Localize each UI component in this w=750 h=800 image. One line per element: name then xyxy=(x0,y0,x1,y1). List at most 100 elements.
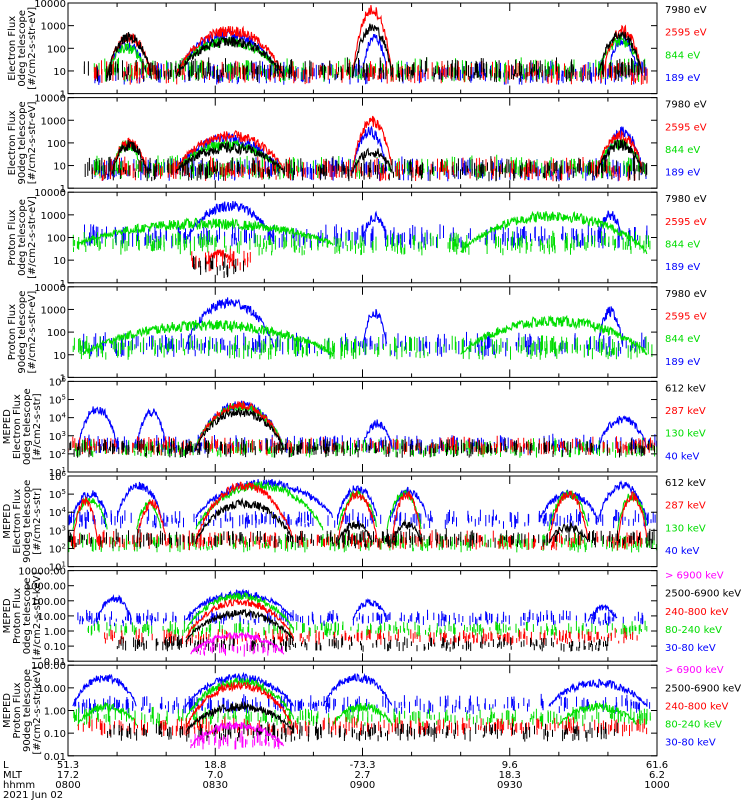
flux-trace-black-4 xyxy=(548,521,589,544)
y-axis-label-line: MEPED xyxy=(2,409,13,444)
legend-label: 2595 eV xyxy=(665,122,707,133)
flux-trace-blue-1 xyxy=(185,297,275,350)
y-tick-label: 104 xyxy=(49,412,67,425)
flux-trace-red-2 xyxy=(136,499,167,544)
y-tick-label: 10.00 xyxy=(37,612,66,623)
y-tick-label: 1000 xyxy=(41,211,66,222)
legend-label: 2500-6900 keV xyxy=(665,683,741,694)
y-tick-label: 102 xyxy=(49,448,66,461)
series-blue xyxy=(84,201,648,249)
flux-trace-black-2 xyxy=(175,140,285,175)
footer-value-l: 18.8 xyxy=(204,760,226,771)
footer-value-mlt: 2.7 xyxy=(355,770,371,781)
flux-trace-red-3 xyxy=(352,115,393,172)
legend-label: 2595 eV xyxy=(665,217,707,228)
y-axis-label-line: 0deg telescope xyxy=(22,578,33,655)
flux-trace-blue-3 xyxy=(361,33,388,77)
flux-trace-blue-3 xyxy=(352,598,388,621)
flux-trace-green-3 xyxy=(195,480,324,531)
legend-label: 189 eV xyxy=(665,168,700,179)
y-tick-label: 105 xyxy=(49,488,66,501)
noise-marks-green xyxy=(72,230,651,256)
legend-label: 80-240 keV xyxy=(665,720,722,731)
y-tick-label: 100 xyxy=(47,328,66,339)
panel-4: 1 10 100 1000 10000 Proton Flux 90deg telescop… xyxy=(7,283,707,385)
flux-trace-black-3 xyxy=(352,23,393,79)
flux-trace-black-2 xyxy=(337,521,373,543)
y-tick-label: 1.00 xyxy=(44,707,66,718)
legend-label: 287 keV xyxy=(665,501,706,512)
y-tick-label: 1 xyxy=(60,90,66,101)
flux-trace-green-3 xyxy=(332,702,393,727)
series-red xyxy=(67,400,655,456)
flux-trace-red-4 xyxy=(597,129,643,172)
flux-trace-black-1 xyxy=(185,608,294,643)
footer-value-l: 61.6 xyxy=(646,760,668,771)
flux-trace-green-2 xyxy=(460,210,648,255)
y-axis-label-line: 0deg telescope xyxy=(17,199,28,276)
y-axis-label-line: 90deg telescope xyxy=(22,669,33,752)
footer-value-hhmm: 0800 xyxy=(55,780,80,791)
legend-label: 612 keV xyxy=(665,478,706,489)
y-axis-label-line: [#/cm2-s-str-keV] xyxy=(32,666,43,754)
legend-label: 189 eV xyxy=(665,73,700,84)
legend-label: 2595 eV xyxy=(665,311,707,322)
y-tick-label: 0.10 xyxy=(44,642,66,653)
flux-trace-blue-2 xyxy=(136,408,167,449)
noise-marks-black xyxy=(69,437,655,458)
flux-trace-blue-2 xyxy=(361,308,388,349)
y-axis-label-line: [#/cm2-s-str-keV] xyxy=(32,572,43,660)
footer-row-label: L xyxy=(3,760,9,771)
y-axis-label-line: MEPED xyxy=(2,693,13,728)
footer-value-mlt: 6.2 xyxy=(649,770,665,781)
y-tick-label: 0.01 xyxy=(44,752,66,763)
panel-2: 1 10 100 1000 10000 Electron Flux 90deg telesc… xyxy=(7,94,707,196)
footer-row-label: MLT xyxy=(3,770,23,781)
y-tick-label: 106 xyxy=(49,470,67,483)
footer-value-hhmm: 1000 xyxy=(644,780,669,791)
y-axis-label-line: Proton Flux xyxy=(7,209,18,265)
flux-trace-blue-4 xyxy=(337,485,378,519)
legend-label: 844 eV xyxy=(665,334,700,345)
flux-trace-blue-1 xyxy=(72,490,108,518)
footer-row-label: hhmm xyxy=(3,780,35,791)
legend-label: 189 eV xyxy=(665,262,700,273)
flux-trace-blue-1 xyxy=(185,201,275,244)
y-axis-label-line: 90deg telescope xyxy=(17,101,28,184)
y-tick-label: 1000.00 xyxy=(25,582,66,593)
flux-trace-black-1 xyxy=(106,32,152,79)
legend-label: 844 eV xyxy=(665,50,700,61)
panel-7: 0.01 0.10 1.00 10.00 100.00 1000.00 10000.00 ME… xyxy=(2,567,741,669)
flux-trace-black-1 xyxy=(185,700,295,734)
series-red xyxy=(77,680,648,737)
legend-label: 240-800 keV xyxy=(665,701,729,712)
flux-trace-red-5 xyxy=(391,490,422,544)
footer-date: 2021 Jun 02 xyxy=(3,790,63,800)
legend-label: 7980 eV xyxy=(665,289,707,300)
flux-trace-black-4 xyxy=(597,31,643,77)
footer-value-hhmm: 0830 xyxy=(203,780,228,791)
y-axis-label-line: Electron Flux xyxy=(12,489,23,554)
flux-trace-red-3 xyxy=(352,5,393,77)
y-tick-label: 102 xyxy=(49,542,66,555)
noise-marks-magenta xyxy=(190,730,280,750)
noise-marks-magenta xyxy=(196,639,283,657)
footer-value-mlt: 17.2 xyxy=(57,770,79,781)
footer-value-mlt: 7.0 xyxy=(207,770,223,781)
legend-label: 7980 eV xyxy=(665,5,707,16)
noise-marks-blue xyxy=(77,609,644,627)
series-magenta xyxy=(190,631,285,657)
legend-label: 2595 eV xyxy=(665,28,707,39)
flux-trace-blue-4 xyxy=(548,678,648,707)
flux-trace-blue-3 xyxy=(597,210,623,242)
flux-trace-black-1 xyxy=(195,408,285,451)
flux-trace-black-3 xyxy=(352,147,393,173)
legend-label: 844 eV xyxy=(665,240,700,251)
panel-1: 1 10 100 1000 10000 Electron Flux 0deg telesco… xyxy=(7,0,707,101)
flux-trace-green-5 xyxy=(386,488,422,530)
noise-marks-black xyxy=(193,253,244,278)
